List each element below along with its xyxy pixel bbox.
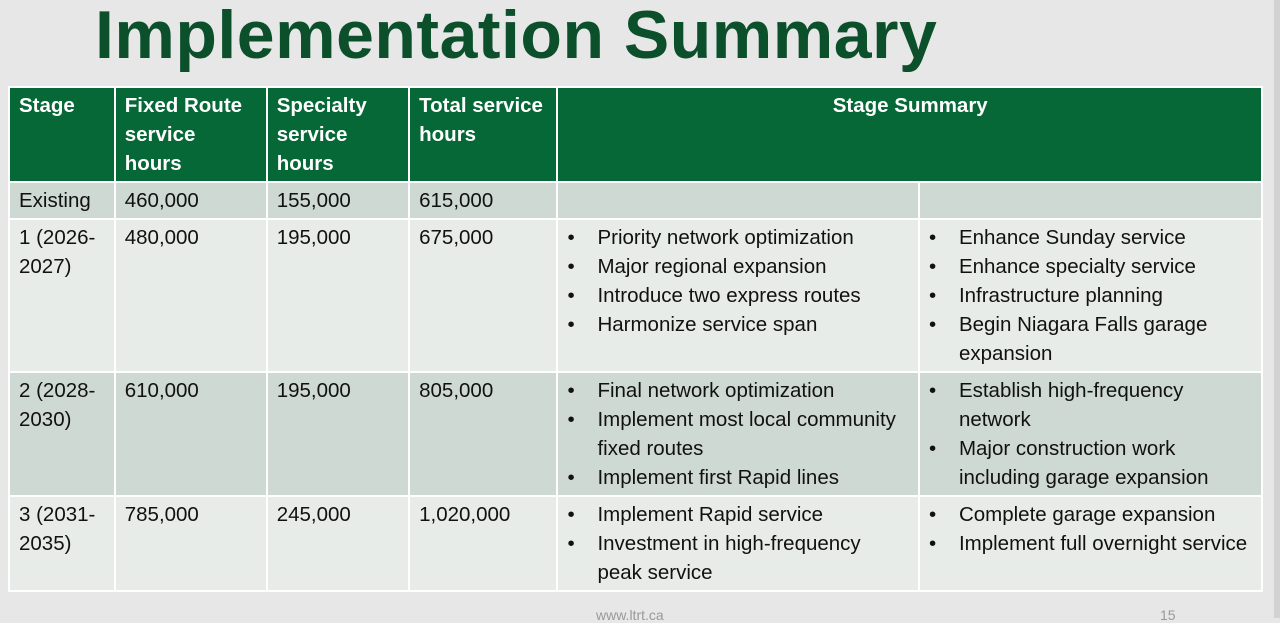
header-specialty: Specialty service hours <box>265 86 411 183</box>
stage-cell: 3 (2031-2035) <box>8 495 116 592</box>
summary-list: Establish high-frequency networkMajor co… <box>929 376 1253 492</box>
fixed-route-cell: 460,000 <box>113 181 268 220</box>
summary-item: Infrastructure planning <box>929 281 1253 310</box>
summary-list: Implement Rapid serviceInvestment in hig… <box>567 500 909 587</box>
header-fixed-route: Fixed Route service hours <box>113 86 268 183</box>
summary-item: Priority network optimization <box>567 223 909 252</box>
fixed-route-cell: 480,000 <box>113 218 268 373</box>
summary-item: Complete garage expansion <box>929 500 1253 529</box>
page-number: 15 <box>1160 607 1176 623</box>
summary-right-cell: Establish high-frequency networkMajor co… <box>917 371 1264 497</box>
summary-item: Major construction work including garage… <box>929 434 1253 492</box>
summary-left-cell: Final network optimizationImplement most… <box>556 371 920 497</box>
specialty-cell: 245,000 <box>265 495 411 592</box>
stage-cell: 2 (2028-2030) <box>8 371 116 497</box>
summary-item: Implement Rapid service <box>567 500 909 529</box>
summary-right-cell: Enhance Sunday serviceEnhance specialty … <box>917 218 1264 373</box>
summary-item: Implement most local community fixed rou… <box>567 405 909 463</box>
specialty-cell: 195,000 <box>265 371 411 497</box>
table-row: Existing 460,000 155,000 615,000 <box>8 181 1264 220</box>
stage-cell: 1 (2026-2027) <box>8 218 116 373</box>
summary-item: Introduce two express routes <box>567 281 909 310</box>
total-cell: 805,000 <box>408 371 559 497</box>
table-header-row: Stage Fixed Route service hours Specialt… <box>8 86 1263 183</box>
summary-item: Implement full overnight service <box>929 529 1253 558</box>
summary-item: Harmonize service span <box>567 310 909 339</box>
fixed-route-cell: 610,000 <box>113 371 268 497</box>
specialty-cell: 155,000 <box>265 181 411 220</box>
header-stage-summary: Stage Summary <box>556 86 1263 183</box>
summary-left-cell: Implement Rapid serviceInvestment in hig… <box>556 495 920 592</box>
total-cell: 675,000 <box>408 218 559 373</box>
header-total: Total service hours <box>408 86 559 183</box>
summary-right-cell: Complete garage expansionImplement full … <box>917 495 1264 592</box>
summary-item: Enhance specialty service <box>929 252 1253 281</box>
scrollbar[interactable] <box>1274 0 1280 618</box>
summary-item: Establish high-frequency network <box>929 376 1253 434</box>
total-cell: 1,020,000 <box>408 495 559 592</box>
summary-item: Final network optimization <box>567 376 909 405</box>
specialty-cell: 195,000 <box>265 218 411 373</box>
summary-item: Begin Niagara Falls garage expansion <box>929 310 1253 368</box>
summary-right-cell <box>917 181 1264 220</box>
summary-left-cell: Priority network optimizationMajor regio… <box>556 218 920 373</box>
fixed-route-cell: 785,000 <box>113 495 268 592</box>
summary-item: Investment in high-frequency peak servic… <box>567 529 909 587</box>
table-row: 2 (2028-2030)610,000195,000805,000Final … <box>8 371 1264 497</box>
table-row: 3 (2031-2035)785,000245,0001,020,000Impl… <box>8 495 1264 592</box>
summary-item: Implement first Rapid lines <box>567 463 909 492</box>
footer-url: www.ltrt.ca <box>596 607 664 623</box>
summary-list: Enhance Sunday serviceEnhance specialty … <box>929 223 1253 368</box>
slide-title: Implementation Summary <box>95 0 938 73</box>
table-row: 1 (2026-2027)480,000195,000675,000Priori… <box>8 218 1264 373</box>
implementation-table: Stage Fixed Route service hours Specialt… <box>8 86 1264 592</box>
summary-item: Major regional expansion <box>567 252 909 281</box>
summary-list: Final network optimizationImplement most… <box>567 376 909 492</box>
stage-cell: Existing <box>8 181 116 220</box>
summary-left-cell <box>556 181 920 220</box>
total-cell: 615,000 <box>408 181 559 220</box>
summary-item: Enhance Sunday service <box>929 223 1253 252</box>
summary-list: Complete garage expansionImplement full … <box>929 500 1253 558</box>
summary-list: Priority network optimizationMajor regio… <box>567 223 909 339</box>
header-stage: Stage <box>8 86 116 183</box>
